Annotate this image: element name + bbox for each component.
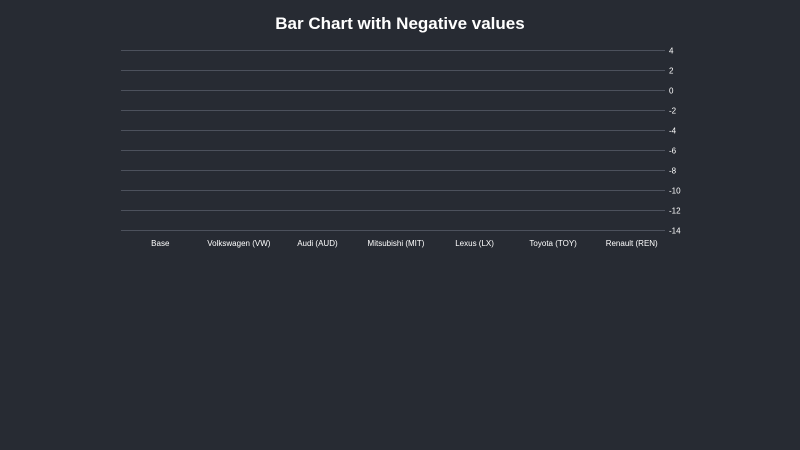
y-tick-label: 2 bbox=[669, 67, 674, 76]
x-tick-label: Lexus (LX) bbox=[455, 239, 494, 248]
x-tick-label: Renault (REN) bbox=[606, 239, 658, 248]
y-tick-label: -8 bbox=[669, 167, 677, 176]
y-tick-label: -4 bbox=[669, 127, 677, 136]
y-tick-label: -6 bbox=[669, 147, 677, 156]
y-tick-label: 0 bbox=[669, 87, 674, 96]
x-tick-label: Audi (AUD) bbox=[297, 239, 338, 248]
x-tick-label: Mitsubishi (MIT) bbox=[368, 239, 425, 248]
y-tick-label: -2 bbox=[669, 107, 677, 116]
x-tick-label: Toyota (TOY) bbox=[529, 239, 577, 248]
chart-title: Bar Chart with Negative values bbox=[275, 14, 525, 33]
y-tick-label: -12 bbox=[669, 207, 681, 216]
x-tick-label: Volkswagen (VW) bbox=[207, 239, 270, 248]
y-tick-label: 4 bbox=[669, 47, 674, 56]
y-tick-label: -10 bbox=[669, 187, 681, 196]
y-tick-label: -14 bbox=[669, 227, 681, 236]
x-tick-label: Base bbox=[151, 239, 170, 248]
